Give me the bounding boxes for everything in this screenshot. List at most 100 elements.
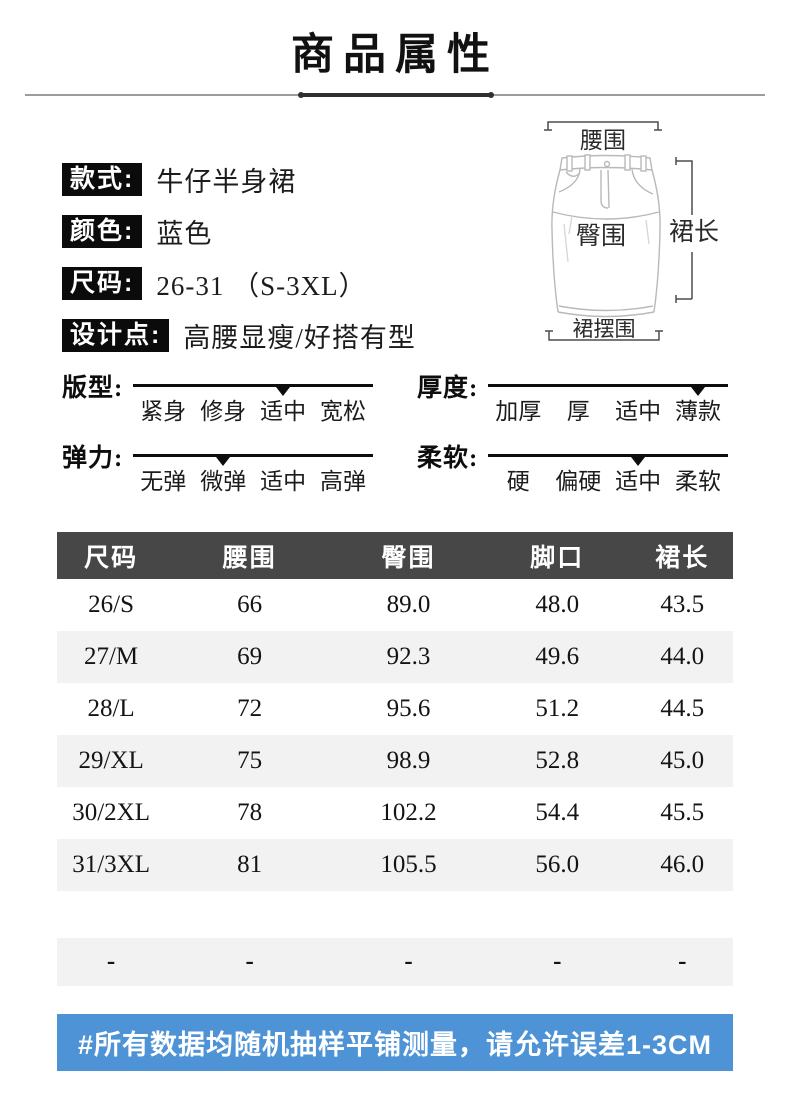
scale-body: 无弹 微弹 适中 高弹: [133, 442, 373, 496]
size-table: 尺码 腰围 臀围 脚口 裙长 26/S 66 89.0 48.0 43.5 27/M 69 92.3 4…: [57, 532, 733, 986]
table-row: -----: [57, 938, 733, 986]
table-row: 26/S 66 89.0 48.0 43.5: [57, 579, 733, 631]
scale-options: 加厚厚适中 薄款: [488, 392, 728, 426]
skirt-outline: [551, 154, 661, 318]
table-row: 30/2XL 78 102.2 54.4 45.5: [57, 787, 733, 839]
size-table-cell: 52.8: [535, 747, 580, 774]
size-table-cell: 95.6: [386, 695, 431, 722]
belt-loop-icon: [624, 154, 631, 171]
scale-option: 修身: [200, 399, 247, 424]
size-table-cell: 26/S: [88, 591, 134, 618]
size-table-cell: 51.2: [535, 695, 580, 722]
length-bracket: [675, 157, 693, 303]
hem-label: 裙摆围: [573, 317, 636, 341]
scale-option: 宽松: [320, 399, 367, 424]
belt-loop-icon: [640, 155, 647, 172]
belt-loop-icon: [584, 154, 591, 171]
size-table-cell: 105.5: [380, 851, 437, 878]
info-row: 款式: 牛仔半身裙: [62, 160, 416, 199]
title-divider: [25, 92, 765, 98]
length-label: 裙长: [669, 218, 719, 246]
size-table-cell: 45.0: [660, 747, 705, 774]
skirt-waistband: [559, 154, 653, 171]
skirt-diagram: 腰围: [528, 112, 760, 354]
size-table-cell: 56.0: [535, 851, 580, 878]
scale-option: 加厚: [495, 399, 542, 424]
table-row: [57, 891, 733, 938]
size-table-cell: 48.0: [535, 591, 580, 618]
size-table-cell: -: [678, 948, 687, 975]
info-row: 尺码: 26-31 （S-3XL）: [62, 264, 416, 303]
size-table-cell: 45.5: [660, 799, 705, 826]
skirt-right-pocket: [631, 168, 654, 195]
scale-options: 硬偏硬 适中 柔软: [488, 462, 728, 496]
size-table-cell: 44.0: [660, 643, 705, 670]
scale-line: [488, 384, 728, 396]
size-table-cell: 98.9: [386, 747, 431, 774]
size-table-cell: -: [245, 948, 254, 975]
table-row: 29/XL 75 98.9 52.8 45.0: [57, 735, 733, 787]
skirt-hem: [557, 305, 655, 318]
scale-line: [133, 384, 373, 396]
scale: 柔软: 硬偏硬 适中 柔软: [417, 442, 728, 496]
notice-banner: #所有数据均随机抽样平铺测量，请允许误差1-3CM: [57, 1014, 733, 1071]
size-table-header-cell: 脚口: [530, 544, 585, 572]
size-table-cell: 89.0: [386, 591, 431, 618]
scale-label: 版型:: [62, 375, 124, 402]
skirt-yoke-seam: [552, 211, 660, 220]
scale-body: 紧身 修身 适中 宽松: [133, 372, 373, 426]
scale-option: 适中: [615, 469, 662, 494]
size-table-cell: 72: [237, 695, 263, 722]
info-value: 高腰显瘦/好搭有型: [183, 323, 416, 353]
attribute-scales: 版型: 紧身 修身 适中 宽松 厚度: 加厚厚适中 薄款 弹力: 无弹 微弹 适中 高弹 柔软: 硬偏硬 适中…: [62, 372, 728, 496]
scale-marker-icon: [276, 387, 291, 396]
size-table-cell: 69: [237, 643, 263, 670]
scale-option: 柔软: [675, 469, 722, 494]
size-table-cell: 49.6: [535, 643, 580, 670]
size-table-cell: 27/M: [83, 643, 139, 670]
size-table-cell: 54.4: [535, 799, 580, 826]
size-table-cell: -: [553, 948, 562, 975]
scale-marker-icon: [691, 387, 706, 396]
scale: 厚度: 加厚厚适中 薄款: [417, 372, 728, 426]
scale-body: 加厚厚适中 薄款: [488, 372, 728, 426]
size-table-cell: 30/2XL: [72, 799, 150, 826]
info-label-badge: 尺码:: [62, 266, 143, 301]
table-row: 31/3XL 81 105.5 56.0 46.0: [57, 839, 733, 891]
scale-label: 柔软:: [417, 445, 479, 472]
scale-options: 紧身 修身 适中 宽松: [133, 392, 373, 426]
info-label-badge: 设计点:: [62, 318, 170, 353]
skirt-diagram-svg: 腰围: [544, 121, 719, 341]
scale-option: 适中: [260, 399, 307, 424]
size-table-cell: -: [404, 948, 413, 975]
size-table-header-cell: 裙长: [655, 544, 710, 572]
scale-option: 偏硬: [555, 469, 602, 494]
size-table-header-cell: 腰围: [222, 544, 277, 572]
scale-body: 硬偏硬 适中 柔软: [488, 442, 728, 496]
info-value: 26-31 （S-3XL）: [156, 271, 367, 301]
table-row: 27/M 69 92.3 49.6 44.0: [57, 631, 733, 683]
size-table-cell: 46.0: [660, 851, 705, 878]
size-table-header: 尺码 腰围 臀围 脚口 裙长: [57, 532, 733, 579]
button-icon: [603, 160, 611, 168]
scale-option: 紧身: [140, 399, 187, 424]
size-table-cell: 43.5: [660, 591, 705, 618]
hip-label: 臀围: [576, 223, 626, 250]
product-info-list: 款式: 牛仔半身裙 颜色: 蓝色 尺码: 26-31 （S-3XL） 设计点: 高腰显瘦/好搭…: [62, 160, 416, 355]
size-table-cell: 29/XL: [78, 747, 144, 774]
scale-marker-icon: [631, 457, 646, 466]
scale-option: 适中: [260, 469, 307, 494]
scale-option: 微弹: [200, 469, 247, 494]
waist-label: 腰围: [580, 128, 626, 153]
size-table-body: 26/S 66 89.0 48.0 43.5 27/M 69 92.3 49.6 44.0 28/L…: [57, 579, 733, 986]
size-table-cell: 66: [237, 591, 263, 618]
scale-marker-icon: [216, 457, 231, 466]
info-row: 设计点: 高腰显瘦/好搭有型: [62, 316, 416, 355]
size-table-header-cell: 臀围: [381, 544, 436, 572]
belt-loop-icon: [566, 155, 573, 172]
scale-label: 厚度:: [417, 375, 479, 402]
info-label-badge: 颜色:: [62, 214, 143, 249]
page-title: 商品属性: [291, 32, 499, 79]
notice-text: #所有数据均随机抽样平铺测量，请允许误差1-3CM: [77, 1030, 713, 1060]
